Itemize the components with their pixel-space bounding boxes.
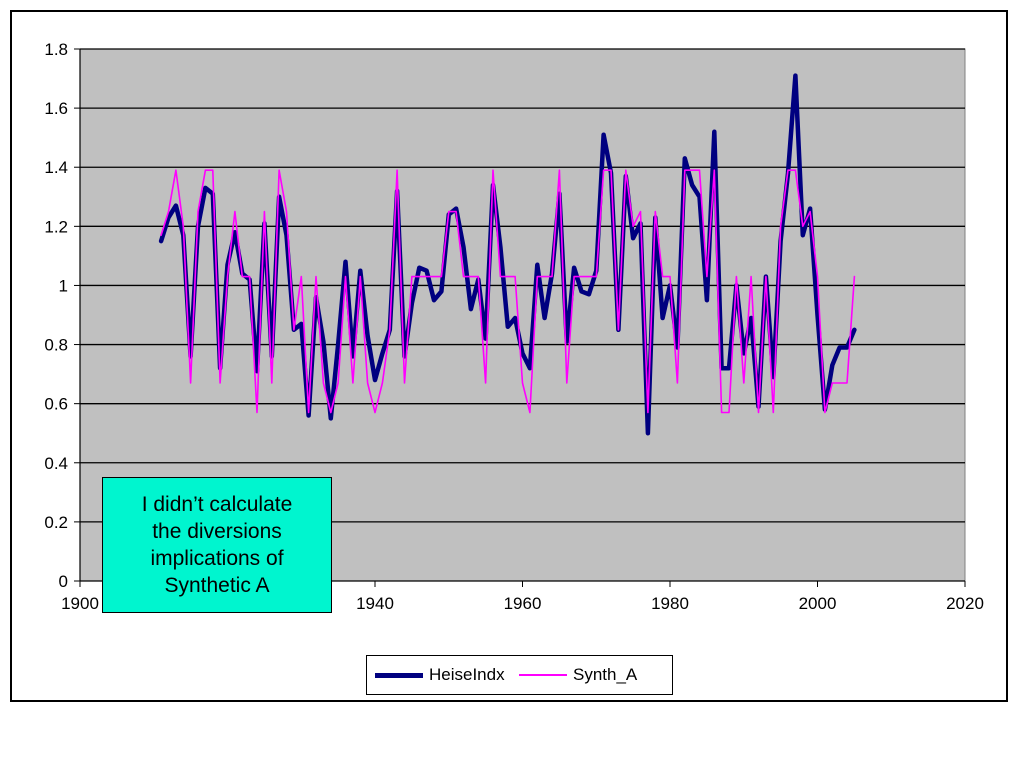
y-tick-label: 0.8 xyxy=(44,336,68,355)
x-tick-label: 1960 xyxy=(504,594,542,613)
legend-swatch-synth-a xyxy=(519,674,567,676)
legend-item-heiseindx: HeiseIndx xyxy=(375,656,505,694)
x-tick-label: 1940 xyxy=(356,594,394,613)
y-tick-label: 1.8 xyxy=(44,40,68,59)
legend-item-synth-a: Synth_A xyxy=(519,656,637,694)
callout-line: implications of xyxy=(150,547,284,570)
legend-label: Synth_A xyxy=(573,665,638,684)
callout-line: Synthetic A xyxy=(164,574,270,597)
x-tick-label: 1980 xyxy=(651,594,689,613)
chart-legend: HeiseIndx Synth_A xyxy=(366,655,673,695)
x-tick-label: 1900 xyxy=(61,594,99,613)
y-tick-label: 1.2 xyxy=(44,217,68,236)
callout-line: the diversions xyxy=(152,520,282,543)
y-tick-label: 1.6 xyxy=(44,99,68,118)
y-tick-label: 0 xyxy=(59,572,68,591)
annotation-callout: I didn’t calculate the diversions implic… xyxy=(102,477,332,613)
y-tick-label: 0.6 xyxy=(44,395,68,414)
y-tick-label: 1.4 xyxy=(44,158,68,177)
y-tick-label: 0.4 xyxy=(44,454,68,473)
y-tick-label: 0.2 xyxy=(44,513,68,532)
series-line-synth-a xyxy=(160,169,856,414)
legend-swatch-heiseindx xyxy=(375,672,423,678)
y-tick-label: 1 xyxy=(59,276,68,295)
legend-label: HeiseIndx xyxy=(429,665,505,684)
callout-line: I didn’t calculate xyxy=(141,493,293,516)
x-tick-label: 2020 xyxy=(946,594,984,613)
x-tick-label: 2000 xyxy=(799,594,837,613)
